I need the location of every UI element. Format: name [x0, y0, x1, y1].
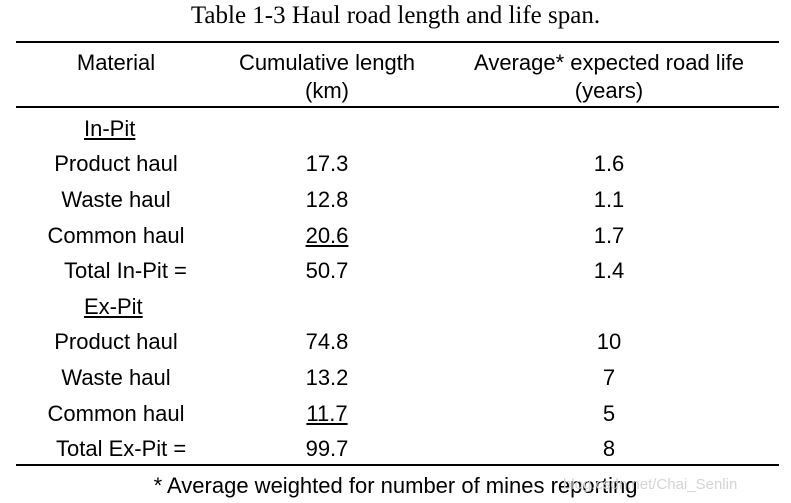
table-row: Common haul 20.6 1.7	[0, 218, 791, 254]
life-cell: 7	[602, 365, 616, 390]
length-cell: 74.8	[305, 329, 349, 354]
material-cell: Product haul	[54, 329, 178, 354]
material-cell: Product haul	[54, 151, 178, 176]
section-in-pit: In-Pit	[0, 111, 791, 147]
material-cell: Waste haul	[61, 187, 171, 212]
life-cell: 1.6	[593, 151, 625, 176]
total-life-cell: 8	[602, 436, 616, 461]
header-length-line1: Cumulative length	[238, 50, 416, 75]
total-label: Total Ex-Pit =	[56, 436, 187, 461]
total-length-cell: 99.7	[305, 436, 349, 461]
total-label: Total In-Pit =	[64, 258, 187, 283]
length-cell: 11.7	[306, 401, 348, 426]
header-road-life: Average* expected road life (years)	[452, 49, 766, 105]
table-row: Product haul 74.8 10	[0, 324, 791, 360]
section-label: In-Pit	[84, 116, 136, 141]
header-cumulative-length: Cumulative length (km)	[228, 49, 426, 105]
table-row: Common haul 11.7 5	[0, 396, 791, 432]
length-cell: 17.3	[305, 151, 349, 176]
header-rule	[16, 106, 779, 108]
footnote: * Average weighted for number of mines r…	[153, 473, 638, 498]
table-row: Product haul 17.3 1.6	[0, 146, 791, 182]
table-title: Table 1-3 Haul road length and life span…	[190, 2, 601, 29]
header-material: Material	[76, 50, 156, 75]
table-row: Waste haul 13.2 7	[0, 360, 791, 396]
life-cell: 1.7	[593, 223, 625, 248]
material-cell: Waste haul	[61, 365, 171, 390]
table-row: Waste haul 12.8 1.1	[0, 182, 791, 218]
section-label: Ex-Pit	[84, 294, 143, 319]
length-cell: 12.8	[305, 187, 349, 212]
material-cell: Common haul	[47, 223, 185, 248]
top-rule	[16, 41, 779, 43]
life-cell: 10	[596, 329, 622, 354]
bottom-rule	[16, 464, 779, 466]
header-length-line2: (km)	[305, 78, 349, 103]
length-cell: 13.2	[305, 365, 349, 390]
total-life-cell: 1.4	[593, 258, 625, 283]
material-cell: Common haul	[47, 401, 185, 426]
length-cell: 20.6	[305, 223, 349, 248]
life-cell: 5	[602, 401, 616, 426]
header-life-line2: (years)	[574, 78, 644, 103]
watermark: blog.csdn.net/Chai_Senlin	[563, 476, 738, 493]
total-row-in-pit: Total In-Pit = 50.7 1.4	[0, 253, 791, 289]
section-ex-pit: Ex-Pit	[0, 289, 791, 325]
total-row-ex-pit: Total Ex-Pit = 99.7 8	[0, 431, 791, 467]
life-cell: 1.1	[593, 187, 625, 212]
total-length-cell: 50.7	[305, 258, 349, 283]
header-life-line1: Average* expected road life	[474, 50, 744, 75]
